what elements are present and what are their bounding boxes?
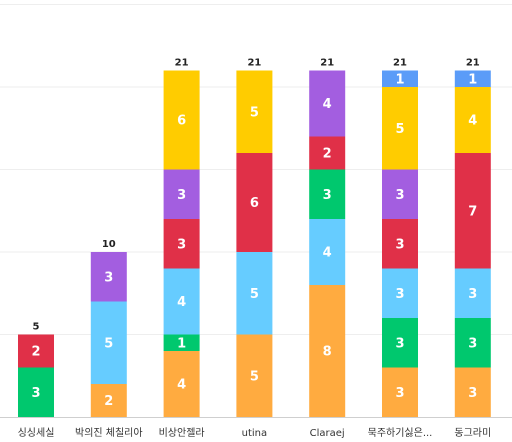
- segment-value-label: 3: [395, 237, 404, 252]
- segment-value-label: 2: [323, 147, 332, 162]
- segment-value-label: 1: [395, 72, 404, 87]
- category-tick-label: utina: [242, 428, 268, 439]
- bar-segment: [309, 136, 346, 170]
- bar-segment: [454, 318, 491, 368]
- segment-value-label: 3: [468, 287, 477, 302]
- bar-segment: [163, 334, 200, 351]
- segment-value-label: 5: [250, 369, 259, 384]
- segment-value-label: 4: [177, 378, 186, 393]
- segment-value-label: 4: [323, 97, 332, 112]
- bar-segment: [454, 153, 491, 269]
- bar-total-label: 21: [466, 58, 480, 69]
- bar-segment: [163, 70, 200, 170]
- bar-segment: [163, 351, 200, 417]
- segment-value-label: 1: [177, 336, 186, 351]
- bar-segment: [382, 367, 418, 417]
- bar-segment: [309, 219, 346, 285]
- segment-value-label: 5: [395, 122, 404, 137]
- segment-value-label: 3: [104, 270, 113, 285]
- segment-value-label: 3: [468, 386, 477, 401]
- category-tick-label: 비상안젤라: [159, 427, 205, 439]
- bar-total-label: 21: [393, 58, 407, 69]
- segment-value-label: 4: [177, 295, 186, 310]
- bar-segment: [382, 268, 418, 318]
- bar-segment: [163, 169, 200, 219]
- segment-value-label: 3: [177, 237, 186, 252]
- category-tick-label: 박의진 체칠리아: [75, 427, 143, 439]
- bar-segment: [236, 153, 273, 252]
- segment-value-label: 2: [31, 345, 40, 360]
- category-tick-label: 묵주하기싫은...: [368, 426, 433, 439]
- segment-value-label: 4: [468, 114, 477, 129]
- bars: [18, 70, 491, 417]
- bar-segment: [163, 219, 200, 269]
- bar-segment: [382, 219, 418, 269]
- segment-value-label: 6: [177, 114, 186, 129]
- bar-segment: [236, 252, 273, 335]
- segment-value-label: 3: [395, 188, 404, 203]
- bar-segment: [309, 70, 346, 137]
- category-tick-label: 동그라미: [454, 427, 491, 439]
- bar-segment: [236, 70, 273, 153]
- bar-segment: [309, 285, 346, 417]
- bar-segment: [382, 169, 418, 219]
- bar-total-label: 10: [102, 239, 116, 250]
- segment-value-label: 5: [250, 287, 259, 302]
- segment-value-label: 4: [323, 246, 332, 261]
- category-tick-label: 싱싱세실: [18, 427, 55, 439]
- bar-total-label: 21: [320, 58, 334, 69]
- bar-segment: [382, 318, 418, 368]
- category-tick-label: Claraej: [310, 428, 345, 439]
- bar-total-label: 5: [33, 322, 40, 333]
- segment-value-label: 5: [250, 105, 259, 120]
- bar-segment: [18, 367, 54, 417]
- segment-value-label: 3: [395, 336, 404, 351]
- bar-segment: [454, 367, 491, 417]
- segment-value-label: 2: [104, 394, 113, 409]
- bar-segment: [236, 334, 273, 417]
- bar-segment: [163, 268, 200, 335]
- segment-value-label: 3: [177, 188, 186, 203]
- segment-value-label: 7: [468, 204, 477, 219]
- segment-value-label: 5: [104, 336, 113, 351]
- segment-value-label: 3: [395, 287, 404, 302]
- segment-value-label: 8: [323, 345, 332, 360]
- bar-total-label: 21: [175, 58, 189, 69]
- bar-segment: [382, 70, 418, 87]
- bar-segment: [90, 384, 127, 417]
- segment-value-label: 3: [468, 336, 477, 351]
- bar-segment: [309, 169, 346, 219]
- segment-value-label: 3: [31, 386, 40, 401]
- segment-value-label: 3: [323, 188, 332, 203]
- segment-value-label: 1: [468, 72, 477, 87]
- segment-value-label: 6: [250, 196, 259, 211]
- segment-value-label: 3: [395, 386, 404, 401]
- bar-segment: [90, 301, 127, 384]
- bar-segment: [454, 70, 491, 87]
- bar-total-label: 21: [247, 58, 261, 69]
- bar-segment: [18, 334, 54, 368]
- bar-segment: [454, 268, 491, 318]
- bar-segment: [382, 87, 418, 170]
- bar-segment: [454, 87, 491, 153]
- bar-segment: [90, 252, 127, 302]
